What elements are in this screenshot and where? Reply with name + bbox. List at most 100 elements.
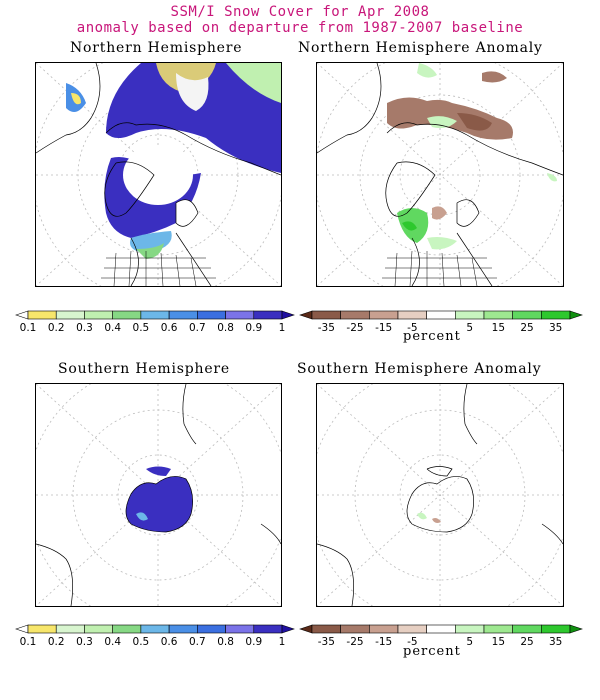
- nh-cover-colorbar-swatch: [281, 310, 295, 320]
- sh-cover-colorbar-swatch: [225, 624, 255, 634]
- sh-anomaly-colorbar-swatch: [483, 624, 513, 634]
- nh-anomaly-colorbar-swatch: [369, 310, 399, 320]
- nh-cover-colorbar-tick-label: 0.1: [20, 322, 37, 334]
- sh-anomaly-colorbar-swatch: [311, 624, 341, 634]
- eurasia-bare-patch: [176, 73, 209, 111]
- antarctica-negative-anomaly: [432, 518, 441, 523]
- state-boundaries: [101, 250, 216, 286]
- sh-cover-colorbar-tick-label: 0.3: [76, 636, 93, 648]
- sh-anomaly-colorbar-tick-label: 5: [466, 636, 473, 648]
- nha-panel-title: Northern Hemisphere Anomaly: [298, 40, 543, 56]
- sh-anomaly-colorbar-tick-label: -25: [346, 636, 363, 648]
- graticule: [317, 384, 563, 606]
- sh-anomaly-colorbar-tick-label: -15: [375, 636, 392, 648]
- eurasia-snow-edge-south: [156, 63, 216, 93]
- sh-anomaly-colorbar-swatch: [426, 624, 456, 634]
- sh-anomaly-colorbar-swatch: [569, 624, 583, 634]
- europe-snow-edge: [71, 93, 81, 105]
- sh-anomaly-unit: percent: [403, 644, 461, 659]
- sh-cover-colorbar-tick-label: 1: [279, 636, 286, 648]
- sh-cover-colorbar-tick-label: 0.5: [133, 636, 150, 648]
- nh-anomaly-colorbar-tick-label: -15: [375, 322, 392, 334]
- nh-anomaly-colorbar-tick-label: -5: [407, 322, 417, 334]
- nh-anomaly-colorbar-tick-label: -25: [346, 322, 363, 334]
- sh-snow-cover-map: [35, 383, 282, 607]
- sh-cover-colorbar-swatch: [168, 624, 198, 634]
- nh-cover-colorbar-tick-label: 0.6: [161, 322, 178, 334]
- nh-cover-colorbar-swatch: [197, 310, 226, 320]
- coastlines: [317, 384, 563, 606]
- sh-anomaly-colorbar-tick-label: 25: [520, 636, 533, 648]
- nh-anomaly-colorbar-swatch: [299, 310, 313, 320]
- sh-anomaly-colorbar: -35 -25 -15 -5 5 15 25 35: [299, 622, 583, 648]
- nh-cover-colorbar-tick-label: 0.9: [245, 322, 262, 334]
- nh-cover-colorbar-tick-label: 0.4: [104, 322, 121, 334]
- sh-cover-colorbar-tick-label: 0.7: [189, 636, 206, 648]
- sh-panel-title: Southern Hemisphere: [58, 361, 230, 377]
- sh-cover-colorbar-tick-label: 0.1: [20, 636, 37, 648]
- sh-cover-colorbar-swatch: [84, 624, 113, 634]
- nh-cover-colorbar-swatch: [27, 310, 57, 320]
- nh-cover-colorbar-tick-label: 0.2: [48, 322, 65, 334]
- nh-cover-colorbar-swatch: [168, 310, 198, 320]
- sh-cover-colorbar-swatch: [197, 624, 226, 634]
- eurasia-positive-anomaly: [427, 116, 457, 129]
- nh-anomaly-colorbar-tick-label: 35: [549, 322, 562, 334]
- sh-cover-colorbar-tick-label: 0.6: [161, 636, 178, 648]
- sh-anomaly-colorbar-swatch: [369, 624, 399, 634]
- eurasia-strong-negative-anomaly: [457, 113, 492, 131]
- asia-positive-anomaly: [417, 63, 437, 78]
- antarctic-peninsula-snow: [146, 466, 171, 476]
- nh-cover-colorbar-swatch: [55, 310, 85, 320]
- nh-anomaly-unit: percent: [403, 329, 461, 344]
- nh-anomaly-colorbar-swatch: [483, 310, 513, 320]
- canada-negative-anomaly: [432, 206, 447, 220]
- eurasia-snow-edge-east: [226, 63, 281, 103]
- pacific-positive-anomaly: [547, 173, 557, 182]
- sh-cover-colorbar-tick-label: 0.4: [104, 636, 121, 648]
- sh-anomaly-colorbar-swatch: [299, 624, 313, 634]
- sh-anomaly-map: [316, 383, 564, 607]
- sh-cover-colorbar-swatch: [253, 624, 283, 634]
- nh-cover-colorbar-swatch: [253, 310, 283, 320]
- nh-anomaly-colorbar-swatch: [397, 310, 427, 320]
- sh-cover-colorbar-tick-label: 0.2: [48, 636, 65, 648]
- nh-cover-colorbar-swatch: [140, 310, 170, 320]
- nh-cover-colorbar-tick-label: 0.7: [189, 322, 206, 334]
- sh-cover-colorbar-swatch: [15, 624, 29, 634]
- eurasia-snow: [106, 63, 281, 173]
- nh-cover-colorbar-tick-label: 1: [279, 322, 286, 334]
- sh-anomaly-colorbar-swatch: [397, 624, 427, 634]
- nh-anomaly-colorbar-swatch: [426, 310, 456, 320]
- nh-anomaly-colorbar-swatch: [541, 310, 571, 320]
- sh-anomaly-colorbar-tick-label: 15: [492, 636, 505, 648]
- antarctica-snow: [126, 476, 193, 532]
- greenland: [175, 199, 199, 227]
- canada-strong-positive-anomaly: [402, 221, 417, 231]
- sha-panel-title: Southern Hemisphere Anomaly: [297, 361, 542, 377]
- nh-panel-title: Northern Hemisphere: [70, 40, 243, 56]
- nh-cover-colorbar-tick-label: 0.3: [76, 322, 93, 334]
- figure-subtitle: anomaly based on departure from 1987-200…: [76, 20, 524, 36]
- coastlines: [36, 384, 281, 606]
- nh-anomaly-colorbar-tick-label: 5: [466, 322, 473, 334]
- sh-cover-colorbar-tick-label: 0.8: [217, 636, 234, 648]
- nh-anomaly-colorbar-tick-label: -35: [318, 322, 335, 334]
- sh-anomaly-colorbar-tick-label: -5: [407, 636, 417, 648]
- sh-cover-colorbar-tick-label: 0.9: [245, 636, 262, 648]
- nh-cover-colorbar-tick-label: 0.8: [217, 322, 234, 334]
- antarctica-snow-edge: [136, 512, 148, 521]
- nh-anomaly-colorbar-tick-label: 25: [520, 322, 533, 334]
- nh-anomaly-colorbar-swatch: [512, 310, 542, 320]
- sh-anomaly-colorbar-swatch: [541, 624, 571, 634]
- sh-anomaly-colorbar-swatch: [340, 624, 370, 634]
- nh-cover-colorbar: 0.1 0.2 0.3 0.4 0.5 0.6 0.7 0.8 0.9 1: [15, 308, 295, 334]
- sh-anomaly-colorbar-tick-label: 35: [549, 636, 562, 648]
- nh-anomaly-colorbar-swatch: [455, 310, 485, 320]
- figure-title: SSM/I Snow Cover for Apr 2008: [170, 4, 430, 20]
- sh-anomaly-colorbar-swatch: [512, 624, 542, 634]
- north-america-snow-margin: [136, 243, 164, 259]
- antarctica-positive-anomaly: [417, 512, 427, 520]
- sh-cover-colorbar-swatch: [112, 624, 142, 634]
- arctic-ocean: [123, 145, 193, 205]
